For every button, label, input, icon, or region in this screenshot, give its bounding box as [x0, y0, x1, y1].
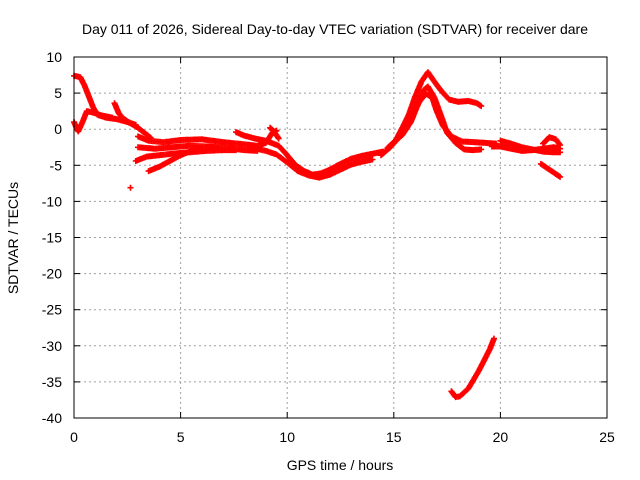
x-tick-label: 5	[177, 429, 185, 445]
y-tick-label: -35	[42, 374, 62, 390]
series-track-17	[537, 160, 564, 180]
x-tick-label: 0	[70, 429, 78, 445]
data-point	[233, 147, 239, 154]
y-tick-label: -20	[42, 266, 62, 282]
data-point	[478, 146, 485, 153]
series-track-18	[448, 335, 497, 401]
x-tick-label: 10	[279, 429, 295, 445]
series-track-7	[145, 145, 205, 175]
y-tick-label: -10	[42, 193, 62, 209]
data-point	[478, 103, 485, 110]
x-axis-label: GPS time / hours	[287, 457, 394, 473]
series-track-12	[384, 69, 485, 151]
grid-lines	[74, 57, 607, 418]
series-track-13	[390, 83, 485, 154]
y-tick-label: -40	[42, 410, 62, 426]
y-tick-label: -25	[42, 302, 62, 318]
data-point	[491, 335, 497, 342]
series-outlier	[127, 184, 134, 191]
data-point	[109, 114, 116, 121]
axis-tick-labels: 0 5 10 15 20 25 10 5 0 -5 -10 -15 -20 -25 -30 -35 -40	[42, 49, 615, 445]
series-track-4	[135, 127, 280, 149]
data-point	[557, 173, 564, 180]
y-tick-label: -5	[50, 157, 63, 173]
plot-frame	[73, 56, 608, 419]
y-tick-label: -15	[42, 230, 62, 246]
series-track-15	[497, 137, 564, 156]
x-tick-label: 15	[386, 429, 402, 445]
series-track-9	[250, 145, 376, 181]
y-tick-label: 5	[54, 85, 62, 101]
x-tick-label: 25	[599, 429, 615, 445]
data-point	[275, 135, 282, 142]
x-tick-label: 20	[493, 429, 509, 445]
data-point	[127, 184, 134, 191]
data-point	[369, 156, 376, 163]
data-point	[557, 149, 564, 156]
y-axis-label: SDTVAR / TECUs	[5, 182, 21, 294]
series-track-16	[540, 134, 564, 149]
y-tick-label: -30	[42, 338, 62, 354]
chart-title: Day 011 of 2026, Sidereal Day-to-day VTE…	[82, 21, 588, 37]
series-track-2	[71, 108, 116, 135]
data-point	[198, 145, 205, 152]
data-point	[557, 142, 564, 149]
y-tick-label: 10	[46, 49, 62, 65]
data-marks	[71, 69, 564, 401]
y-tick-label: 0	[54, 121, 62, 137]
series-track-10	[267, 124, 282, 142]
